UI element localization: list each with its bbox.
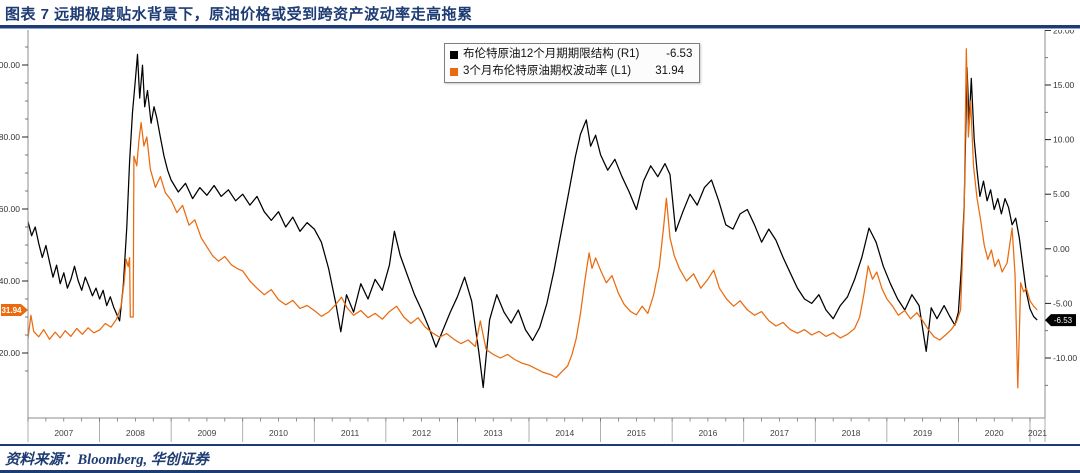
- right-axis-label: 10.00: [1053, 135, 1075, 145]
- left-axis-value-badge-text: 31.94: [1, 306, 22, 315]
- black-series-swatch-icon: [450, 50, 458, 59]
- x-axis-year-label: 2021: [1028, 428, 1047, 438]
- x-axis-year-label: 2011: [341, 428, 360, 438]
- legend-label: 布伦特原油12个月期期限结构 (R1): [463, 48, 640, 60]
- x-axis-year-label: 2014: [555, 428, 574, 438]
- right-axis-label: 5.00: [1053, 189, 1070, 199]
- right-axis-value-badge-text: -6.53: [1054, 316, 1073, 325]
- x-axis-year-label: 2008: [126, 428, 145, 438]
- legend-value: 31.94: [655, 65, 685, 77]
- left-axis-label: 60.00: [0, 204, 20, 214]
- figure-title: 图表 7 远期极度贴水背景下，原油价格或受到跨资产波动率走高拖累: [5, 6, 473, 23]
- plot-area: [27, 48, 1038, 389]
- right-axis-label: 20.00: [1053, 25, 1075, 35]
- right-axis-value-badge: [1045, 314, 1076, 327]
- x-axis-year-label: 2017: [770, 428, 789, 438]
- right-axis-label: 15.00: [1053, 80, 1075, 90]
- x-axis-year-label: 2020: [985, 428, 1004, 438]
- source-attribution: 资料来源：Bloomberg, 华创证券: [5, 452, 209, 468]
- title-divider-highlight: [0, 28, 1080, 29]
- right-axis-label: -5.00: [1053, 298, 1073, 308]
- legend-value: -6.53: [666, 48, 693, 60]
- right-axis-label: 0.00: [1053, 244, 1070, 254]
- x-axis-year-label: 2016: [698, 428, 717, 438]
- left-axis-label: 80.00: [0, 132, 20, 142]
- right-axis-label: -10.00: [1053, 353, 1077, 363]
- x-axis-year-label: 2018: [842, 428, 861, 438]
- x-axis-year-label: 2015: [627, 428, 646, 438]
- x-axis-year-label: 2012: [412, 428, 431, 438]
- left-axis-value-badge: [1, 304, 28, 317]
- x-axis-year-label: 2007: [54, 428, 73, 438]
- chart-legend: 布伦特原油12个月期期限结构 (R1) -6.53 3个月布伦特原油期权波动率 …: [444, 43, 701, 83]
- left-axis-label: 20.00: [0, 348, 20, 358]
- orange-series-swatch-icon: [450, 67, 458, 76]
- left-axis-label: 100.00: [0, 60, 20, 70]
- x-axis-year-label: 2013: [484, 428, 503, 438]
- term-structure-series-line: [27, 53, 1038, 389]
- volatility-series-line: [27, 48, 1038, 389]
- legend-entry-volatility: 3个月布伦特原油期权波动率 (L1) 31.94: [450, 63, 692, 80]
- page-bottom-divider: [0, 470, 1080, 473]
- chart-bottom-divider: [0, 444, 1080, 446]
- x-axis-year-label: 2009: [197, 428, 216, 438]
- x-axis-year-label: 2019: [913, 428, 932, 438]
- title-divider: [0, 25, 1080, 28]
- left-axis-label: 40.00: [0, 276, 20, 286]
- legend-label: 3个月布伦特原油期权波动率 (L1): [463, 65, 632, 77]
- legend-entry-term-structure: 布伦特原油12个月期期限结构 (R1) -6.53: [450, 46, 692, 63]
- x-axis-year-label: 2010: [269, 428, 288, 438]
